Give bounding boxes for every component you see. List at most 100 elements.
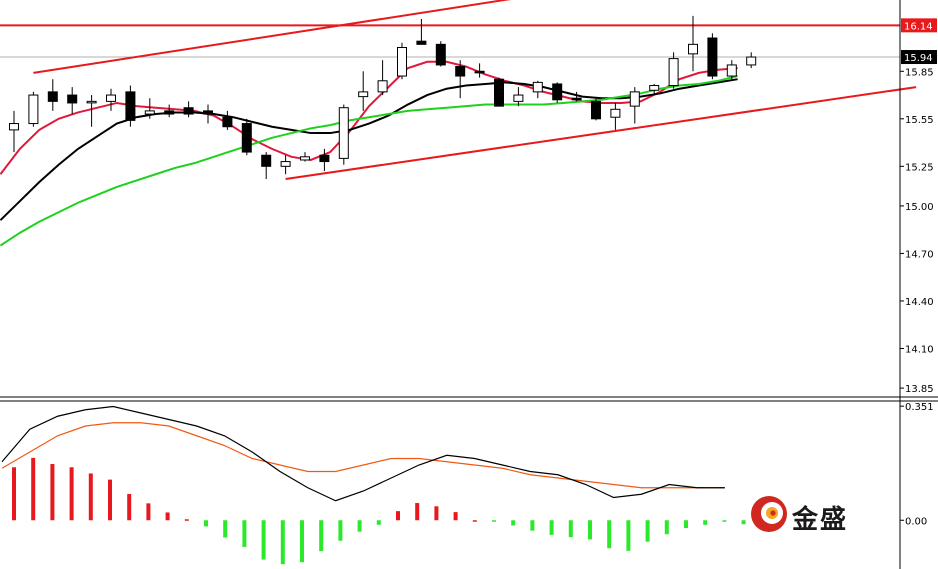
macd-histogram-bar — [664, 520, 669, 535]
candle-body — [746, 56, 757, 66]
signal-line — [1, 422, 725, 489]
macd-tick-label: 0.00 — [905, 516, 927, 527]
candle-body — [203, 110, 213, 115]
candle-body — [494, 78, 504, 107]
candle-body — [28, 94, 39, 125]
macd-histogram-bar — [319, 520, 324, 552]
price-panel — [0, 0, 917, 247]
price-badge-label: 16.14 — [904, 21, 933, 32]
price-badge — [901, 18, 937, 33]
macd-histogram-bar — [492, 520, 496, 522]
macd-histogram-bar — [722, 520, 727, 522]
moving-average-line — [0, 60, 738, 175]
macd-histogram-bar — [50, 464, 55, 521]
price-badge — [901, 50, 937, 65]
macd-histogram-bar — [472, 520, 477, 522]
macd-line — [1, 405, 725, 502]
macd-histogram-bar — [242, 520, 247, 547]
candle-body — [455, 66, 466, 77]
candle-body — [397, 47, 407, 77]
brand-logo: 金盛 — [748, 493, 868, 539]
macd-histogram-bar — [31, 457, 36, 521]
candle-body — [591, 100, 601, 120]
macd-histogram-bar — [741, 520, 746, 525]
y-tick-label: 15.25 — [905, 162, 934, 173]
candle-body — [222, 116, 233, 128]
candle-body — [280, 161, 291, 167]
macd-histogram-bar — [357, 520, 362, 532]
macd-histogram-bar — [588, 520, 592, 540]
macd-histogram-bar — [607, 520, 612, 549]
logo-text: 金盛 — [792, 505, 849, 535]
macd-histogram-bar — [338, 520, 343, 541]
candle-body — [649, 85, 660, 91]
candle-body — [47, 91, 58, 102]
candle-body — [474, 70, 485, 74]
candle-body — [552, 83, 563, 101]
candle-body — [183, 107, 194, 115]
candle-body — [571, 97, 582, 101]
macd-histogram-bar — [261, 520, 266, 560]
candle-body — [261, 154, 272, 167]
y-tick-label: 14.10 — [905, 344, 934, 355]
candle-body — [319, 154, 330, 163]
candle-body — [300, 156, 310, 161]
moving-average-line — [0, 75, 738, 247]
macd-histogram-bar — [376, 520, 381, 525]
macd-histogram-bar — [511, 520, 516, 526]
candle-body — [707, 37, 718, 77]
macd-histogram-bar — [146, 503, 151, 521]
candle-body — [86, 100, 97, 104]
macd-histogram-bar — [434, 506, 439, 521]
candle-body — [67, 94, 78, 104]
macd-histogram-bar — [530, 520, 535, 531]
macd-histogram-bar — [12, 467, 16, 521]
macd-histogram-bar — [453, 512, 458, 521]
macd-histogram-bar — [684, 520, 688, 529]
trend-line — [33, 0, 511, 74]
macd-histogram-bar — [549, 520, 554, 535]
candle-body — [668, 58, 679, 87]
macd-histogram-bar — [165, 512, 170, 521]
y-tick-label: 14.70 — [905, 249, 934, 260]
macd-histogram-bar — [204, 520, 208, 527]
candle-body — [144, 110, 155, 115]
candle-body — [106, 94, 116, 102]
price-badge-label: 15.94 — [904, 53, 933, 64]
macd-histogram-bar — [626, 520, 631, 551]
candle-body — [338, 107, 349, 159]
macd-histogram-bar — [568, 520, 573, 538]
macd-histogram-bar — [703, 520, 708, 525]
trend-line — [285, 86, 917, 180]
candle-body — [688, 43, 698, 55]
y-tick-label: 15.55 — [905, 115, 934, 126]
macd-histogram-bar — [108, 479, 112, 521]
candle-body — [610, 108, 621, 118]
candle-body — [513, 94, 524, 102]
macd-histogram-bar — [69, 467, 74, 521]
macd-histogram-bar — [184, 519, 189, 521]
y-tick-label: 14.40 — [905, 297, 934, 308]
macd-histogram-bar — [88, 473, 93, 521]
macd-histogram-bar — [396, 511, 400, 521]
macd-histogram-bar — [300, 520, 304, 563]
candle-body — [241, 123, 252, 153]
macd-tick-label: 0.351 — [905, 402, 934, 413]
macd-histogram-bar — [645, 520, 650, 542]
candle-body — [164, 110, 175, 115]
candle-body — [435, 43, 446, 66]
macd-histogram-bar — [415, 503, 420, 521]
macd-panel — [1, 405, 765, 565]
candle-body — [358, 91, 369, 98]
macd-histogram-bar — [280, 520, 285, 565]
macd-histogram-bar — [223, 520, 228, 538]
candle-body — [629, 91, 640, 107]
logo-icon — [751, 496, 787, 532]
candle-body — [416, 40, 427, 45]
candle-body — [9, 123, 19, 131]
candle-body — [726, 64, 737, 77]
y-tick-label: 15.85 — [905, 67, 934, 78]
